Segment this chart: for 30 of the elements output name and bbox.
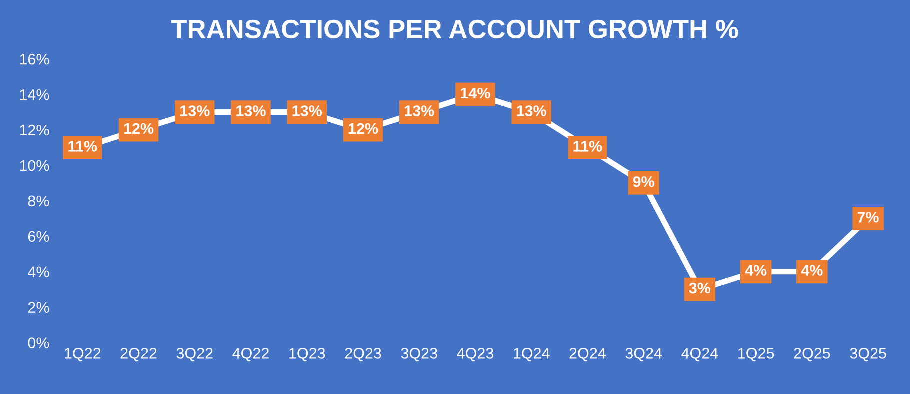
x-tick-label: 2Q25 bbox=[794, 348, 830, 362]
x-tick-label: 1Q25 bbox=[738, 348, 774, 362]
x-tick-label: 4Q22 bbox=[232, 348, 269, 362]
x-tick-label: 2Q24 bbox=[570, 348, 606, 362]
x-tick-label: 4Q23 bbox=[457, 348, 494, 362]
chart-title: TRANSACTIONS PER ACCOUNT GROWTH % bbox=[171, 20, 738, 39]
x-tick-label: 4Q24 bbox=[682, 348, 718, 362]
x-tick-label: 2Q23 bbox=[345, 348, 382, 362]
y-tick-label: 12% bbox=[20, 124, 50, 136]
x-tick-label: 1Q24 bbox=[514, 348, 550, 362]
data-label: 4% bbox=[801, 265, 823, 276]
x-tick-label: 1Q22 bbox=[65, 348, 101, 362]
y-tick-label: 10% bbox=[20, 160, 50, 172]
x-tick-label: 3Q23 bbox=[401, 348, 438, 362]
y-tick-label: 2% bbox=[28, 302, 50, 313]
y-tick-label: 8% bbox=[28, 196, 50, 207]
x-tick-label: 3Q22 bbox=[176, 348, 213, 362]
x-tick-label: 1Q23 bbox=[290, 348, 326, 362]
x-tick-label: 3Q25 bbox=[850, 348, 886, 362]
y-tick-label: 0% bbox=[28, 338, 50, 348]
data-label: 9% bbox=[633, 176, 654, 188]
y-tick-label: 14% bbox=[20, 89, 50, 100]
x-tick-label: 2Q22 bbox=[120, 348, 157, 362]
y-tick-label: 16% bbox=[20, 54, 50, 65]
y-tick-label: 6% bbox=[28, 231, 50, 242]
x-tick-label: 3Q24 bbox=[626, 348, 662, 362]
data-label: 4% bbox=[745, 265, 767, 276]
data-label: 3% bbox=[689, 282, 711, 294]
data-label: 7% bbox=[858, 212, 879, 223]
y-tick-label: 4% bbox=[28, 266, 50, 278]
